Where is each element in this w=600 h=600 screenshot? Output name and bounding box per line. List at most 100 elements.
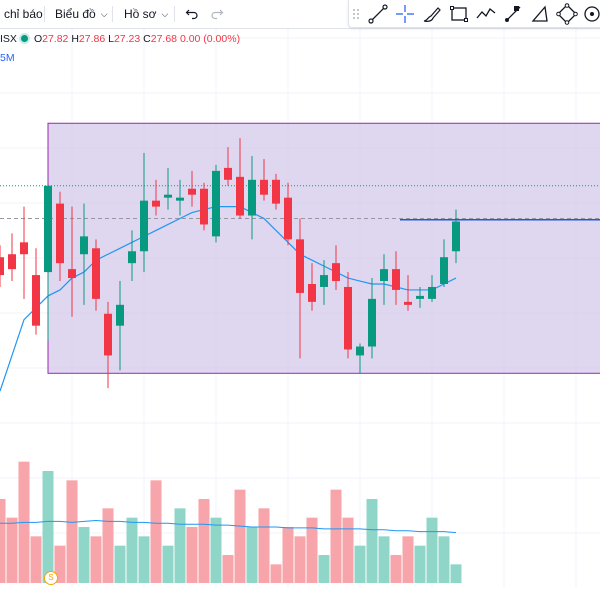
change-value: 0.00 (0.00%) [179, 33, 241, 45]
candle-body [104, 313, 112, 356]
drag-handle-icon[interactable] [351, 3, 361, 25]
indicators-button[interactable]: chỉ báo [4, 4, 43, 24]
volume-bar [282, 527, 294, 583]
candle-body [332, 263, 340, 282]
fib-tool-icon[interactable] [502, 3, 524, 25]
volume-bar [6, 517, 18, 583]
volume-bar [330, 489, 342, 583]
ohlc-legend: ISX O27.82 H27.86 L27.23 C27.68 0.00 (0.0… [0, 33, 240, 49]
candle-body [32, 275, 40, 326]
volume-bar [450, 564, 462, 583]
volume-average-line [0, 519, 457, 534]
volume-bar [114, 545, 126, 583]
symbol-label: ISX [0, 33, 17, 45]
low-value: 27.23 [113, 33, 141, 45]
target-icon[interactable] [581, 3, 600, 25]
pattern-icon[interactable] [556, 3, 578, 25]
volume-bar [126, 517, 138, 583]
toolbar-divider [174, 6, 175, 22]
volume-bar [306, 517, 318, 583]
candle-body [0, 257, 4, 276]
close-value: 27.68 [150, 33, 178, 45]
candle-body [188, 188, 196, 195]
volume-bar [78, 527, 90, 583]
redo-button[interactable] [210, 4, 224, 24]
volume-legend: 5M [0, 52, 15, 64]
market-status-icon [20, 34, 28, 42]
crosshair-icon[interactable] [394, 3, 416, 25]
volume-bar [390, 555, 402, 583]
candle-body [56, 203, 64, 264]
candle-body [128, 251, 136, 264]
chevron-down-icon: ⌵ [161, 8, 169, 19]
chart-type-label: Biểu đồ [55, 7, 96, 21]
profile-label: Hồ sơ [124, 7, 157, 21]
indicators-label: chỉ báo [4, 7, 43, 21]
volume-bar [42, 471, 54, 583]
high-label: H [71, 33, 79, 45]
candle-body [296, 239, 304, 293]
candle-body [140, 200, 148, 252]
candle-body [344, 286, 352, 350]
volume-bar [258, 508, 270, 583]
volume-bar [222, 555, 234, 583]
candle-body [92, 248, 100, 299]
volume-bar [234, 489, 246, 583]
candle-body [440, 257, 448, 284]
candle-body [44, 185, 52, 273]
candle-body [68, 269, 76, 279]
candle-body [416, 295, 424, 299]
path-icon[interactable] [475, 3, 497, 25]
volume-bar [138, 536, 150, 583]
undo-button[interactable] [185, 4, 199, 24]
volume-bar [210, 517, 222, 583]
candle-body [20, 242, 28, 255]
candle-body [392, 269, 400, 290]
candle-body [428, 286, 436, 299]
candle-body [284, 197, 292, 240]
toolbar-divider [44, 6, 45, 22]
dividend-badge[interactable]: S [44, 571, 58, 585]
volume-bar [174, 508, 186, 583]
candle-body [176, 197, 184, 201]
candle-body [320, 275, 328, 287]
volume-bar [90, 536, 102, 583]
high-value: 27.86 [78, 33, 106, 45]
volume-bar [342, 517, 354, 583]
profile-button[interactable]: Hồ sơ ⌵ [124, 4, 168, 24]
volume-bar [150, 480, 162, 583]
close-label: C [143, 33, 151, 45]
price-chart[interactable] [0, 28, 600, 600]
redo-icon [211, 9, 224, 20]
volume-bar [270, 564, 282, 583]
candle-body [116, 304, 124, 326]
volume-bar [198, 499, 210, 583]
trend-line-icon[interactable] [367, 3, 389, 25]
volume-bar [54, 545, 66, 583]
volume-bar [414, 545, 426, 583]
candle-body [404, 301, 412, 305]
candle-body [224, 167, 232, 180]
rectangle-icon[interactable] [448, 3, 470, 25]
candle-body [356, 346, 364, 356]
volume-bar [294, 536, 306, 583]
toolbar-divider [112, 6, 113, 22]
volume-bar [186, 527, 198, 583]
candle-body [272, 179, 280, 204]
range-box [47, 122, 600, 374]
candle-body [308, 284, 316, 302]
volume-bar [30, 536, 42, 583]
chevron-down-icon: ⌵ [100, 8, 108, 19]
candle-body [260, 179, 268, 195]
brush-icon[interactable] [421, 3, 443, 25]
volume-bar [318, 555, 330, 583]
chart-type-button[interactable]: Biểu đồ ⌵ [55, 4, 108, 24]
candle-body [80, 236, 88, 255]
volume-bar [66, 480, 78, 583]
triangle-icon[interactable] [529, 3, 551, 25]
candle-body [452, 221, 460, 252]
undo-icon [185, 9, 198, 20]
candle-body [8, 254, 16, 270]
candle-body [236, 176, 244, 216]
open-value: 27.82 [42, 33, 69, 45]
